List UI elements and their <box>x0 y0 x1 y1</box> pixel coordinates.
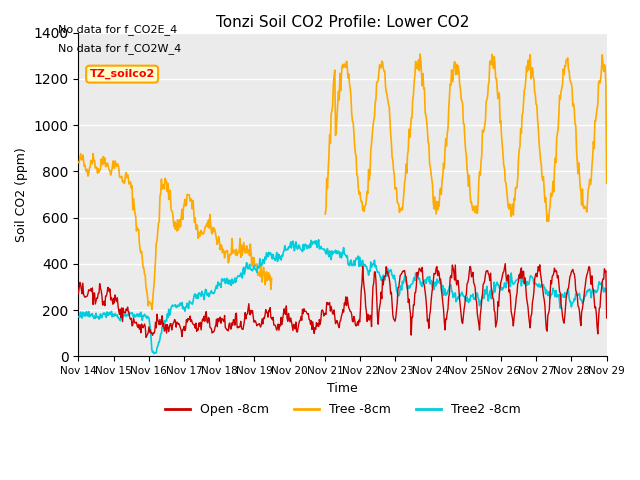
X-axis label: Time: Time <box>327 382 358 395</box>
Text: TZ_soilco2: TZ_soilco2 <box>90 69 155 79</box>
Text: No data for f_CO2W_4: No data for f_CO2W_4 <box>58 43 181 54</box>
Title: Tonzi Soil CO2 Profile: Lower CO2: Tonzi Soil CO2 Profile: Lower CO2 <box>216 15 469 30</box>
Legend: Open -8cm, Tree -8cm, Tree2 -8cm: Open -8cm, Tree -8cm, Tree2 -8cm <box>160 398 525 421</box>
Y-axis label: Soil CO2 (ppm): Soil CO2 (ppm) <box>15 147 28 242</box>
Text: No data for f_CO2E_4: No data for f_CO2E_4 <box>58 24 177 35</box>
